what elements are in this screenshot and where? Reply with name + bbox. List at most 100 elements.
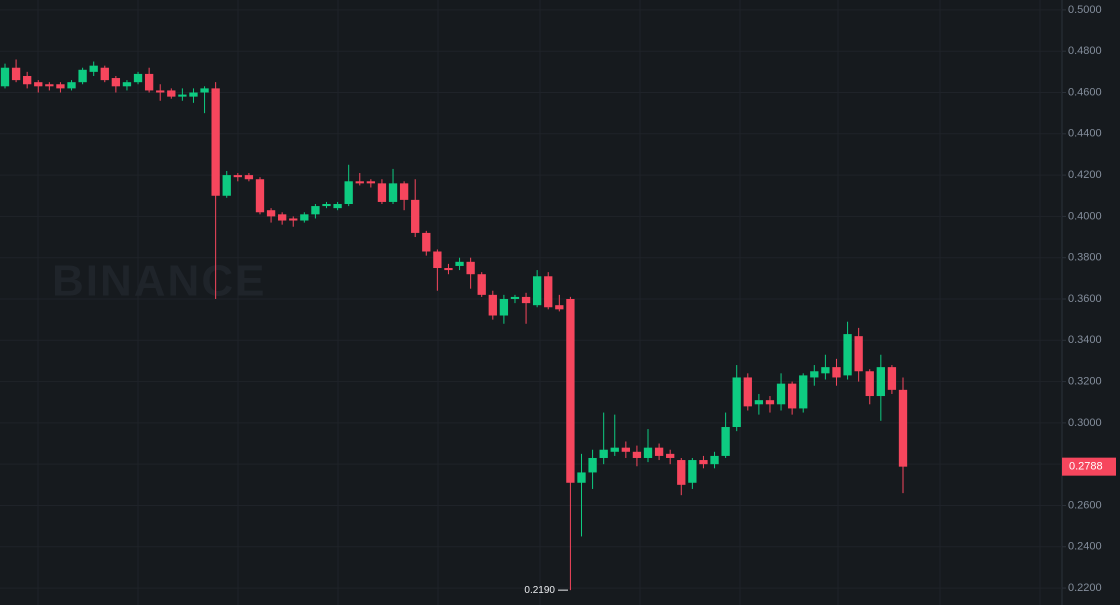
y-tick-label: 0.3200	[1068, 375, 1102, 387]
candle-body	[832, 367, 841, 378]
candle-body	[311, 206, 320, 215]
candle-body	[876, 367, 885, 397]
y-tick-label: 0.3800	[1068, 252, 1102, 264]
candle-body	[843, 334, 852, 376]
candle-body	[377, 183, 387, 202]
candle-body	[289, 218, 298, 221]
candle-body	[787, 383, 797, 409]
candle-body	[78, 69, 87, 83]
candle-body	[178, 94, 187, 97]
candle-body	[189, 92, 198, 97]
candle-body	[632, 451, 642, 458]
candle-body	[167, 90, 176, 97]
y-tick-label: 0.3600	[1068, 293, 1102, 305]
candle-body	[322, 204, 331, 207]
candle-body	[89, 65, 98, 72]
candle-body	[577, 472, 586, 483]
candle-body	[510, 296, 520, 299]
candle-body	[898, 389, 908, 467]
y-tick-label: 0.2400	[1068, 541, 1102, 553]
candle-body	[111, 78, 121, 87]
candle-body	[466, 261, 475, 275]
last-price-tag	[1062, 457, 1116, 476]
candle-body	[211, 88, 220, 196]
y-tick-label: 0.4400	[1068, 128, 1102, 140]
candle-body	[588, 457, 597, 473]
candle-body	[721, 427, 730, 456]
candle-body	[699, 460, 708, 465]
candle-body	[810, 371, 819, 378]
candle-body	[300, 214, 309, 221]
candle-body	[455, 261, 464, 266]
candle-body	[477, 274, 486, 295]
candle-body	[278, 214, 287, 221]
candle-body	[799, 375, 808, 409]
candle-body	[222, 175, 231, 196]
watermark: BINANCE	[52, 257, 266, 306]
candle-body	[688, 460, 697, 483]
candle-body	[422, 232, 431, 252]
candle-body	[732, 377, 741, 428]
candle-body	[122, 82, 132, 87]
candle-body	[100, 67, 109, 81]
y-tick-label: 0.3000	[1068, 417, 1102, 429]
candle-body	[333, 204, 342, 209]
candle-body	[488, 294, 497, 316]
candle-body	[355, 181, 364, 184]
candle-body	[765, 400, 775, 405]
y-tick-label: 0.4800	[1068, 45, 1102, 57]
candle-body	[821, 367, 830, 374]
y-tick-label: 0.4000	[1068, 210, 1102, 222]
candle-body	[677, 460, 686, 485]
candle-body	[388, 183, 398, 202]
candle-body	[666, 453, 675, 458]
candle-body	[544, 276, 553, 308]
candle-body	[654, 447, 664, 456]
y-tick-label: 0.2600	[1068, 499, 1102, 511]
candle-body	[366, 181, 376, 184]
candle-body	[266, 210, 276, 217]
candle-body	[56, 84, 65, 89]
candle-body	[344, 181, 353, 205]
candle-body	[444, 268, 453, 271]
candle-body	[599, 449, 608, 458]
candle-body	[411, 199, 420, 233]
candle-body	[754, 400, 764, 405]
candle-body	[0, 67, 10, 87]
candle-body	[710, 455, 719, 465]
candle-body	[67, 82, 76, 89]
candle-body	[865, 371, 874, 397]
candle-body	[521, 296, 531, 304]
candle-body	[399, 183, 409, 200]
y-tick-label: 0.4200	[1068, 169, 1102, 181]
candle-body	[433, 251, 442, 269]
candle-body	[133, 73, 143, 83]
candle-body	[643, 447, 653, 458]
candle-body	[11, 67, 21, 81]
candle-body	[854, 336, 863, 372]
candle-body	[610, 447, 619, 452]
candle-body	[566, 298, 575, 483]
candle-body	[45, 84, 54, 87]
candle-body	[499, 298, 509, 316]
y-tick-label: 0.4600	[1068, 86, 1102, 98]
last-price-label: 0.2788	[1069, 461, 1103, 473]
candle-body	[255, 179, 265, 213]
candle-body	[156, 90, 165, 93]
candle-body	[144, 73, 154, 91]
y-tick-label: 0.5000	[1068, 4, 1102, 16]
y-tick-label: 0.2200	[1068, 582, 1102, 594]
candle-body	[23, 75, 32, 85]
y-tick-label: 0.3400	[1068, 334, 1102, 346]
candle-body	[621, 447, 630, 452]
candle-body	[244, 175, 254, 180]
candle-body	[887, 367, 897, 390]
candle-body	[233, 175, 242, 178]
candle-body	[532, 276, 542, 306]
candle-body	[34, 82, 43, 87]
candle-body	[200, 88, 209, 93]
candle-body	[776, 383, 786, 405]
low-marker-label: 0.2190	[524, 585, 555, 596]
